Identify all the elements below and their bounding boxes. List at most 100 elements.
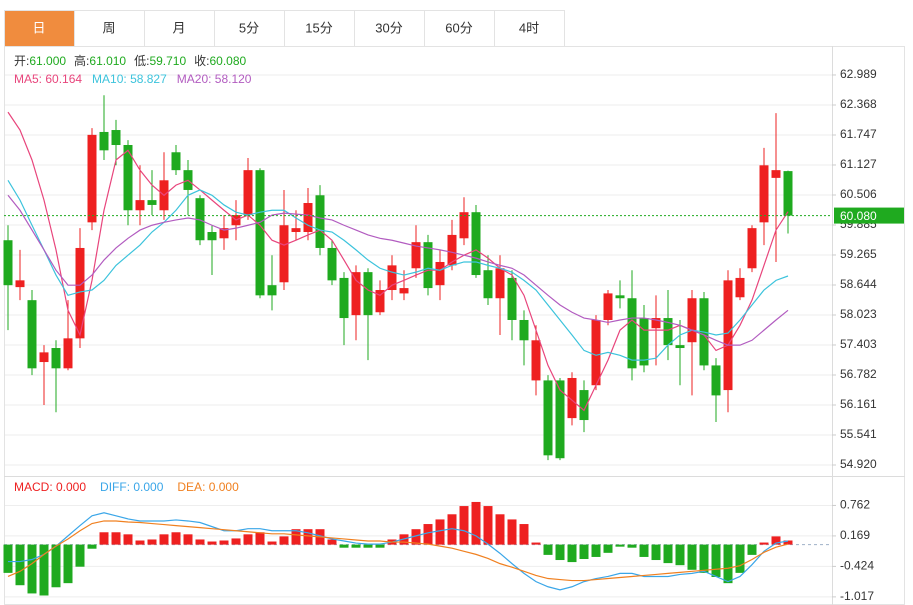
candle-body: [591, 319, 601, 386]
candle-body: [303, 203, 313, 233]
macd-bar: [63, 544, 73, 584]
candle-body: [339, 277, 349, 319]
candle-body: [519, 319, 529, 341]
readout-label: 低:: [134, 54, 149, 68]
candle-body: [759, 165, 769, 223]
y-tick-label: 62.989: [840, 67, 877, 81]
candle-body: [567, 377, 577, 419]
candle-body: [123, 145, 133, 211]
candle-body: [51, 348, 61, 369]
last-price-label: 60.080: [840, 209, 877, 223]
tab[interactable]: [74, 10, 145, 47]
candle-body: [543, 380, 553, 456]
macd-bar: [675, 544, 685, 566]
candle-body: [675, 345, 685, 349]
candle-body: [423, 242, 433, 289]
macd-bar: [75, 544, 85, 567]
y-tick-label: 61.747: [840, 127, 877, 141]
y-tick-label: 57.403: [840, 337, 877, 351]
chart-frame: [4, 46, 905, 605]
candle-body: [219, 228, 229, 239]
candle-body: [291, 228, 301, 233]
readout-value: 61.010: [89, 54, 126, 68]
tab[interactable]: [4, 10, 75, 47]
candle-body: [15, 280, 25, 288]
candle-body: [747, 228, 757, 269]
readout-value: 60.080: [209, 54, 246, 68]
readout-label: 高:: [74, 53, 89, 68]
candle-body: [711, 365, 721, 396]
candle-body: [471, 212, 481, 276]
ma-readout: MA5: 60.164 MA10: 58.827 MA20: 58.120: [14, 72, 252, 86]
macd-bar: [783, 540, 793, 545]
readout-label: 收:: [194, 54, 209, 68]
readout-label: 开:: [14, 54, 29, 68]
macd-bar: [183, 534, 193, 545]
macd-bar: [627, 544, 637, 548]
candle-body: [639, 318, 649, 366]
y-tick-label: 58.023: [840, 307, 877, 321]
tab[interactable]: [144, 10, 215, 47]
tab-label[interactable]: 4时: [519, 20, 539, 35]
ma-line: [7, 179, 789, 361]
ma-legend: MA20: 58.120: [177, 72, 252, 86]
macd-bar: [471, 501, 481, 545]
candle-body: [255, 170, 265, 296]
candle-body: [387, 265, 397, 291]
macd-bar: [123, 534, 133, 545]
candle-body: [399, 288, 409, 294]
tab[interactable]: [284, 10, 355, 47]
tab-label[interactable]: 60分: [445, 20, 472, 35]
y-tick-label: 62.368: [840, 97, 877, 111]
candle-body: [687, 298, 697, 343]
candle-body: [411, 242, 421, 269]
candle-body: [435, 261, 445, 286]
candle-body: [771, 170, 781, 178]
candle-body: [111, 130, 121, 146]
candle-body: [351, 272, 361, 316]
readout-value: 59.710: [149, 54, 186, 68]
macd-readout: MACD: 0.000 DIFF: 0.000 DEA: 0.000: [14, 480, 239, 494]
candle-body: [375, 290, 385, 313]
macd-bar: [375, 544, 385, 548]
tab-label[interactable]: 5分: [239, 20, 259, 35]
tab-label[interactable]: 日: [32, 20, 45, 35]
candle-body: [531, 340, 541, 381]
candle-body: [483, 270, 493, 299]
candle-body: [603, 293, 613, 320]
tab[interactable]: [424, 10, 495, 47]
tab-label[interactable]: 15分: [305, 20, 332, 35]
macd-legend: MACD: 0.000: [14, 480, 86, 494]
macd-bar: [51, 544, 61, 588]
candle-body: [783, 171, 793, 216]
macd-bar: [411, 529, 421, 545]
tab-label[interactable]: 月: [172, 20, 185, 35]
candle-body: [447, 234, 457, 266]
macd-bar: [39, 544, 49, 596]
candle-body: [3, 240, 13, 286]
candle-body: [195, 198, 205, 241]
candle-body: [627, 298, 637, 369]
macd-bar: [567, 544, 577, 563]
macd-bar: [555, 544, 565, 561]
tab-label[interactable]: 30分: [375, 20, 402, 35]
tab[interactable]: [354, 10, 425, 47]
macd-bar: [423, 524, 433, 545]
macd-bar: [651, 544, 661, 561]
macd-bar: [639, 544, 649, 557]
ma-legend: MA10: 58.827: [92, 72, 167, 86]
macd-bar: [495, 514, 505, 545]
y-tick-label: 59.265: [840, 247, 877, 261]
macd-line: [7, 520, 789, 582]
candle-body: [243, 170, 253, 216]
macd-bar: [159, 534, 169, 545]
macd-bar: [543, 544, 553, 555]
macd-bar: [579, 544, 589, 560]
candle-body: [135, 200, 145, 211]
tab[interactable]: [494, 10, 565, 47]
macd-bar: [747, 544, 757, 555]
candle-body: [207, 232, 217, 241]
candle-body: [615, 295, 625, 299]
tab-label[interactable]: 周: [102, 20, 115, 35]
macd-bar: [507, 519, 517, 545]
